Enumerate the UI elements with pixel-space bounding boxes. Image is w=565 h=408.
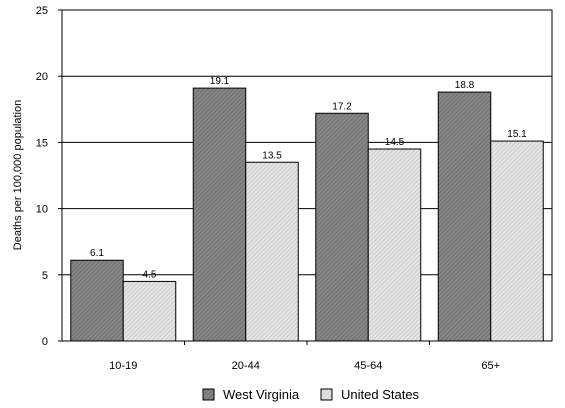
legend: West Virginia United States (202, 387, 420, 402)
bar-united-states-65 (490, 140, 544, 342)
bar-west-virginia-45-64 (315, 112, 369, 342)
bar-united-states-20-44 (245, 161, 299, 342)
x-tick-label-20-44: 20-44 (232, 360, 260, 372)
x-axis-ticks: 10-19 20-44 45-64 65+ (109, 341, 500, 372)
bars (70, 87, 544, 342)
bar-united-states-45-64 (367, 148, 422, 342)
bar-united-states-10-19 (122, 280, 177, 342)
data-label-west-virginia-45-64: 17.2 (332, 101, 352, 112)
y-axis-title: Deaths per 100,000 population (12, 100, 24, 250)
legend-swatch-west-virginia (202, 388, 215, 401)
data-label-united-states-20-44: 13.5 (262, 150, 282, 161)
y-tick-label-10: 10 (36, 204, 48, 216)
x-tick-label-65: 65+ (481, 360, 500, 372)
y-tick-label-25: 25 (36, 5, 48, 17)
data-labels: 6.1 4.5 19.1 13.5 17.2 14.5 18.8 15.1 (90, 76, 527, 280)
y-tick-label-20: 20 (36, 71, 48, 83)
data-label-united-states-45-64: 14.5 (385, 137, 405, 148)
data-label-west-virginia-20-44: 19.1 (210, 76, 230, 87)
plot-frame (61, 9, 553, 342)
bar-west-virginia-10-19 (70, 259, 124, 342)
data-label-united-states-10-19: 4.5 (143, 269, 157, 280)
x-tick-label-45-64: 45-64 (354, 360, 382, 372)
legend-label-united-states: United States (341, 387, 420, 402)
bar-west-virginia-20-44 (192, 87, 247, 342)
y-tick-label-15: 15 (36, 137, 48, 149)
data-label-west-virginia-65: 18.8 (455, 80, 475, 91)
data-label-west-virginia-10-19: 6.1 (90, 248, 104, 259)
legend-label-west-virginia: West Virginia (223, 387, 300, 402)
y-axis-ticks: 0 5 10 15 20 25 (36, 5, 62, 348)
bar-west-virginia-65 (437, 91, 492, 342)
data-label-united-states-65: 15.1 (507, 129, 527, 140)
y-tick-label-5: 5 (42, 270, 48, 282)
legend-swatch-united-states (320, 388, 333, 401)
y-tick-label-0: 0 (42, 336, 48, 348)
x-tick-label-10-19: 10-19 (109, 360, 137, 372)
